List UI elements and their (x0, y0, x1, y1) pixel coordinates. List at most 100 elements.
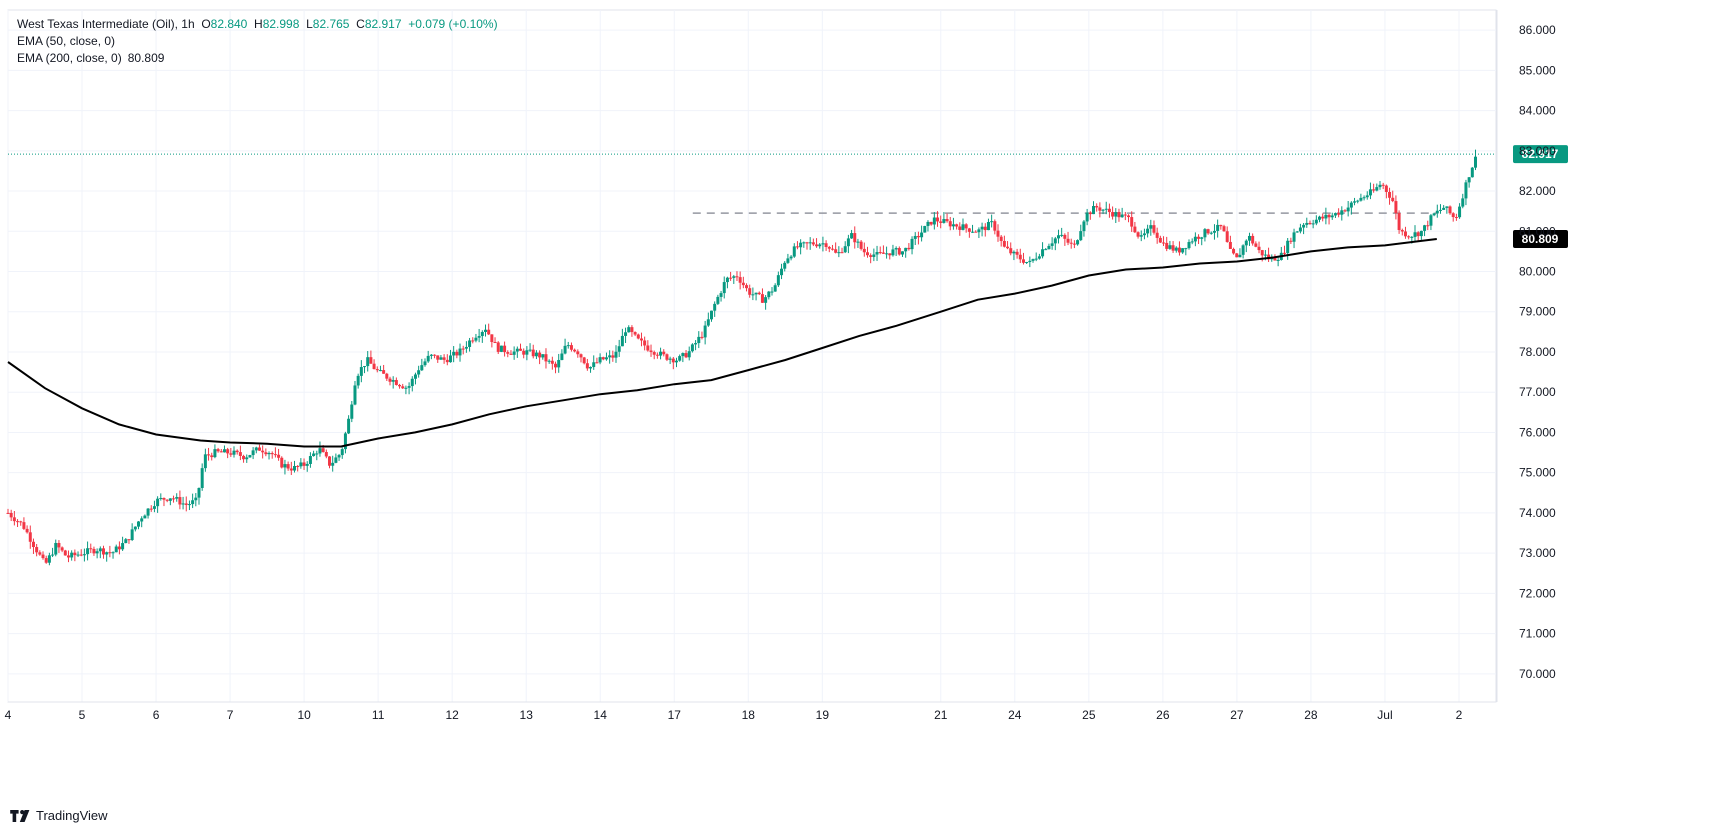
candle-body (410, 378, 414, 387)
candle-body (1002, 240, 1006, 247)
candle-body (289, 468, 293, 471)
candle-body (1260, 250, 1264, 256)
legend-ema200-row[interactable]: EMA (200, close, 0) 80.809 (17, 50, 498, 67)
candle-body (843, 246, 847, 253)
candle (713, 301, 717, 317)
candle-body (277, 454, 281, 458)
candle (347, 415, 351, 435)
candle-body (872, 254, 876, 257)
candle-body (996, 230, 1000, 237)
candle (375, 366, 379, 373)
candle-body (971, 231, 975, 233)
candle (595, 357, 599, 364)
candle-body (270, 453, 274, 455)
candle-body (703, 325, 707, 338)
candle (611, 350, 615, 362)
candle (808, 237, 812, 250)
candle (1015, 248, 1019, 259)
candle (840, 247, 844, 254)
candle-body (694, 343, 698, 345)
candle (974, 230, 978, 233)
candle-body (89, 548, 93, 550)
candle (617, 339, 621, 357)
candle-body (598, 357, 602, 363)
candle-body (1044, 249, 1048, 251)
candle-body (1018, 254, 1022, 260)
candle-body (191, 500, 195, 505)
legend-instrument[interactable]: West Texas Intermediate (Oil), 1h (17, 17, 195, 31)
candle-body (264, 452, 268, 455)
candle (1267, 247, 1271, 262)
candle (1276, 256, 1280, 267)
candle (1060, 227, 1064, 238)
candle (401, 383, 405, 389)
candle-body (1368, 189, 1372, 196)
candle-body (382, 370, 386, 374)
candle-body (780, 268, 784, 276)
candle-body (1416, 232, 1420, 237)
candle (410, 376, 414, 392)
candle-body (25, 528, 29, 533)
candle-body (964, 224, 968, 229)
legend-ema200-value: 80.809 (127, 51, 165, 65)
candle (735, 271, 739, 282)
legend-ema50-row[interactable]: EMA (50, close, 0) (17, 33, 498, 50)
candle-body (175, 497, 179, 499)
candle-body (1353, 201, 1357, 203)
candle (1375, 183, 1379, 192)
candle (1423, 224, 1427, 237)
candle (152, 500, 156, 513)
candle-body (990, 221, 994, 223)
candle-body (980, 226, 984, 230)
candle (799, 239, 803, 255)
candle (92, 546, 96, 556)
candle (531, 344, 535, 359)
candle (121, 536, 125, 551)
candle-body (620, 335, 624, 347)
candle-body (207, 454, 211, 456)
candle (159, 493, 163, 501)
candle-body (617, 346, 621, 352)
x-axis[interactable]: 4 5 6 7 10 11 12 13 14 17 18 19 21 24 25 26 27 28 Jul 2 (5, 701, 1496, 722)
x-tick-label: 12 (445, 708, 459, 722)
candle (1308, 220, 1312, 225)
candle (1190, 238, 1194, 245)
candle-body (1091, 205, 1095, 215)
candle-body (1292, 232, 1296, 242)
candle (1333, 212, 1337, 219)
candle (9, 509, 13, 522)
candle-body (557, 359, 561, 368)
candle (1193, 232, 1197, 247)
candle-body (1146, 228, 1150, 234)
candle (385, 372, 389, 382)
tradingview-brand[interactable]: TradingView (10, 808, 108, 823)
candle (54, 539, 58, 557)
candle (203, 448, 207, 472)
candle (312, 450, 316, 457)
candle-body (678, 356, 682, 361)
candle (296, 465, 300, 472)
candle (1397, 210, 1401, 234)
candle-body (639, 338, 643, 341)
candle-body (1308, 222, 1312, 224)
candle-body (1286, 240, 1290, 254)
candle (818, 243, 822, 249)
candle-body (897, 248, 901, 255)
candle-body (547, 360, 551, 362)
y-axis[interactable]: 70.000 71.000 72.000 73.000 74.000 75.000 76.0… (1496, 10, 1556, 702)
candle-body (799, 242, 803, 248)
candle-body (1193, 236, 1197, 242)
candle-body (445, 359, 449, 363)
candle (999, 234, 1003, 247)
candle-body (592, 362, 596, 367)
candle-body (82, 554, 86, 556)
candle (124, 537, 128, 544)
candle-body (1464, 182, 1468, 199)
candle-body (1165, 242, 1169, 249)
candle-body (1006, 246, 1010, 249)
candle-body (321, 448, 325, 453)
candle (143, 514, 147, 519)
candle-body (569, 345, 573, 350)
candle-body (1025, 261, 1029, 263)
